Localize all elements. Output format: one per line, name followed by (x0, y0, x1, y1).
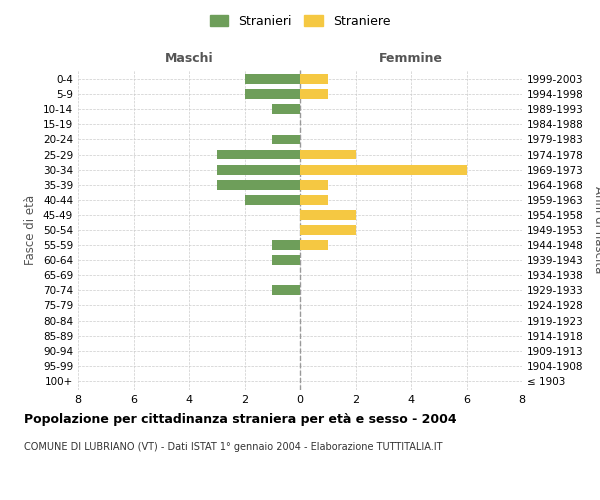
Bar (300, 74, 328, 84)
Bar (272, 240, 300, 250)
Bar (300, 89, 328, 99)
Bar (300, 225, 356, 235)
Bar (272, 286, 300, 296)
Legend: Stranieri, Straniere: Stranieri, Straniere (206, 11, 394, 32)
Bar (272, 134, 300, 144)
Bar (217, 150, 300, 160)
Text: COMUNE DI LUBRIANO (VT) - Dati ISTAT 1° gennaio 2004 - Elaborazione TUTTITALIA.I: COMUNE DI LUBRIANO (VT) - Dati ISTAT 1° … (24, 442, 443, 452)
Bar (217, 164, 300, 174)
Bar (300, 240, 328, 250)
Text: Popolazione per cittadinanza straniera per età e sesso - 2004: Popolazione per cittadinanza straniera p… (24, 412, 457, 426)
Bar (245, 74, 300, 84)
Y-axis label: Anni di nascita: Anni di nascita (592, 186, 600, 274)
Bar (300, 164, 467, 174)
Bar (300, 210, 356, 220)
Bar (300, 150, 356, 160)
Bar (272, 256, 300, 265)
Bar (245, 89, 300, 99)
Bar (245, 195, 300, 204)
Text: Femmine: Femmine (379, 52, 443, 65)
Bar (300, 180, 328, 190)
Y-axis label: Fasce di età: Fasce di età (25, 195, 37, 265)
Bar (217, 180, 300, 190)
Bar (272, 104, 300, 114)
Bar (300, 195, 328, 204)
Text: Maschi: Maschi (164, 52, 214, 65)
